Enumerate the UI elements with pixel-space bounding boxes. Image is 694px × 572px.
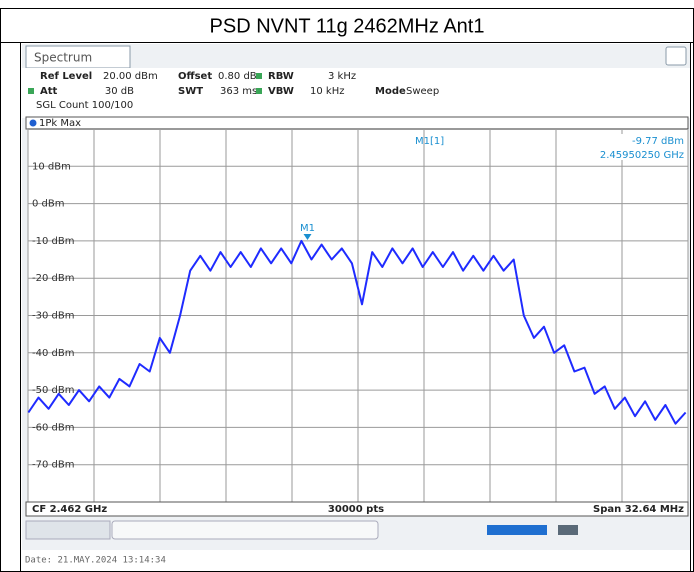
- info-value: 3 kHz: [328, 71, 356, 82]
- y-tick-label: 0 dBm: [32, 199, 65, 210]
- date: Date: 21.MAY.2024 13:14:34: [25, 556, 166, 566]
- info-label: Ref Level: [40, 71, 92, 82]
- status-box: [111, 520, 379, 540]
- points-label: 30000 pts: [328, 504, 384, 515]
- title: PSD NVNT 11g 2462MHz Ant1: [210, 15, 485, 37]
- y-tick-label: -40 dBm: [32, 348, 74, 359]
- y-tick-label: -10 dBm: [32, 236, 74, 247]
- indicator: [256, 88, 262, 94]
- marker-y: -9.77 dBm: [632, 136, 684, 147]
- y-tick-label: -20 dBm: [32, 273, 74, 284]
- info-value: 10 kHz: [310, 86, 344, 97]
- plot: 10 dBm 0 dBm -10 dBm -20 dBm -30 dBm -40 dBm -…: [27, 128, 689, 503]
- trace: [27, 239, 687, 425]
- icon[interactable]: [665, 46, 687, 66]
- info-value: 30 dB: [105, 86, 134, 97]
- y-tick-label: 10 dBm: [32, 161, 71, 172]
- y-tick-label: -50 dBm: [32, 385, 74, 396]
- marker: [303, 234, 312, 241]
- info-count: SGL Count 100/100: [36, 100, 133, 111]
- info-label: RBW: [268, 71, 294, 82]
- y-tick-label: -60 dBm: [32, 422, 74, 433]
- info-value: 0.80 dB: [218, 71, 257, 82]
- span-label: Span 32.64 MHz: [593, 504, 684, 515]
- tab-label: Spectrum: [34, 51, 92, 65]
- indicator: [28, 88, 34, 94]
- status-icon: [558, 525, 578, 535]
- info-value: Sweep: [406, 86, 439, 97]
- trace-bar: [25, 116, 689, 130]
- info-panel: [22, 68, 690, 118]
- y-tick-label: -70 dBm: [32, 460, 74, 471]
- marker-x: 2.45950250 GHz: [600, 150, 684, 161]
- info-value: 363 ms: [220, 86, 257, 97]
- trace-dot: [29, 119, 37, 127]
- info-label: Att: [40, 86, 58, 97]
- y-tick-label: -30 dBm: [32, 311, 74, 322]
- info-label: Mode: [375, 86, 406, 97]
- info-value: 20.00 dBm: [103, 71, 158, 82]
- center-label: CF 2.462 GHz: [32, 504, 107, 515]
- marker-readout: M1[1]: [415, 136, 444, 147]
- trace-label: 1Pk Max: [39, 118, 81, 129]
- status-progress: [487, 525, 547, 535]
- marker-readout-bg: [580, 134, 686, 160]
- marker-name: M1: [300, 223, 315, 234]
- indicator: [256, 73, 262, 79]
- info-label: SWT: [178, 86, 203, 97]
- status-box: [25, 520, 111, 540]
- bottom-bar: [25, 501, 689, 517]
- info-label: Offset: [178, 71, 212, 82]
- info-label: VBW: [268, 86, 294, 97]
